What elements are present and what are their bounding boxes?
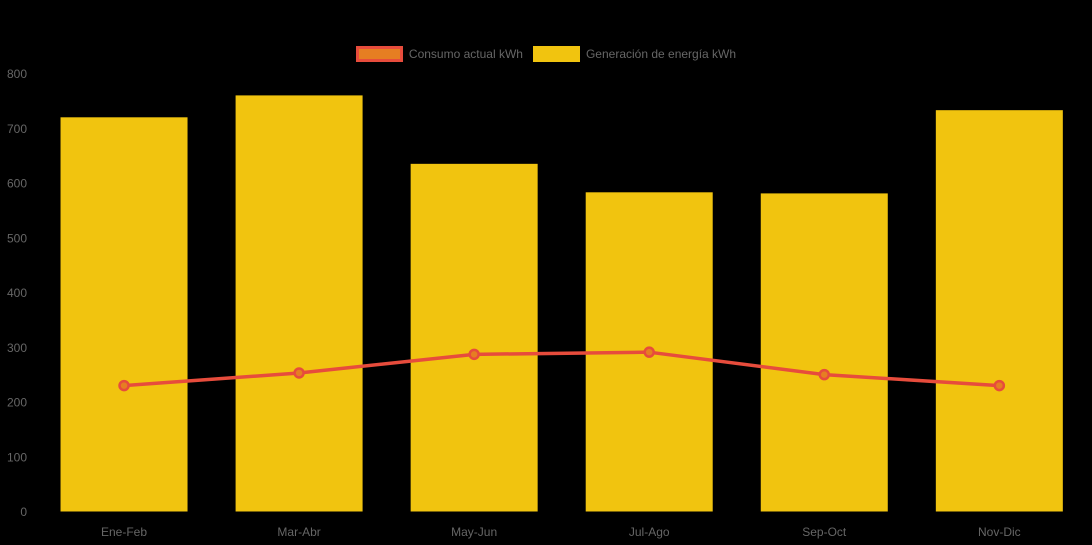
consumo-point-sep-oct[interactable] [818,368,831,381]
legend-label-generacion-energia: Generación de energía kWh [585,47,737,61]
legend-swatch-bar-icon [532,46,580,62]
consumo-point-jul-ago[interactable] [643,346,655,358]
consumo-point-mar-abr[interactable] [293,367,305,379]
legend-swatch-line-icon [355,46,403,62]
y-axis-tick-label: 200 [7,396,27,410]
x-axis-label: Jul-Ago [629,525,670,539]
y-axis-tick-label: 100 [7,450,27,464]
x-axis-label: May-Jun [451,525,497,539]
bar-ene-feb[interactable] [60,117,188,512]
consumo-point-ene-feb[interactable] [118,379,130,392]
consumo-point-may-jun[interactable] [468,348,480,361]
legend-label-consumo-actual: Consumo actual kWh [408,47,523,61]
y-axis-tick-label: 400 [7,286,27,300]
bar-may-jun[interactable] [410,163,538,512]
y-axis-tick-label: 700 [7,122,27,136]
consumo-line [122,350,1002,388]
y-axis-tick-label: 600 [7,177,27,191]
bar-nov-dic[interactable] [935,110,1063,512]
legend: Consumo actual kWh Generación de energía… [0,46,1092,62]
legend-item-consumo-actual[interactable]: Consumo actual kWh [355,46,523,62]
bar-mar-abr[interactable] [235,95,363,512]
consumo-point-nov-dic[interactable] [993,379,1006,392]
x-axis-label: Nov-Dic [978,525,1021,539]
y-axis-tick-label: 800 [7,67,27,81]
y-axis-tick-label: 0 [20,505,27,519]
x-axis-label: Ene-Feb [101,525,147,539]
legend-item-generacion-energia[interactable]: Generación de energía kWh [532,46,737,62]
y-axis-tick-label: 500 [7,231,27,245]
x-axis-label: Mar-Abr [277,525,320,539]
bar-sep-oct[interactable] [760,193,888,512]
x-axis-label: Sep-Oct [802,525,847,539]
y-axis-tick-label: 300 [7,341,27,355]
